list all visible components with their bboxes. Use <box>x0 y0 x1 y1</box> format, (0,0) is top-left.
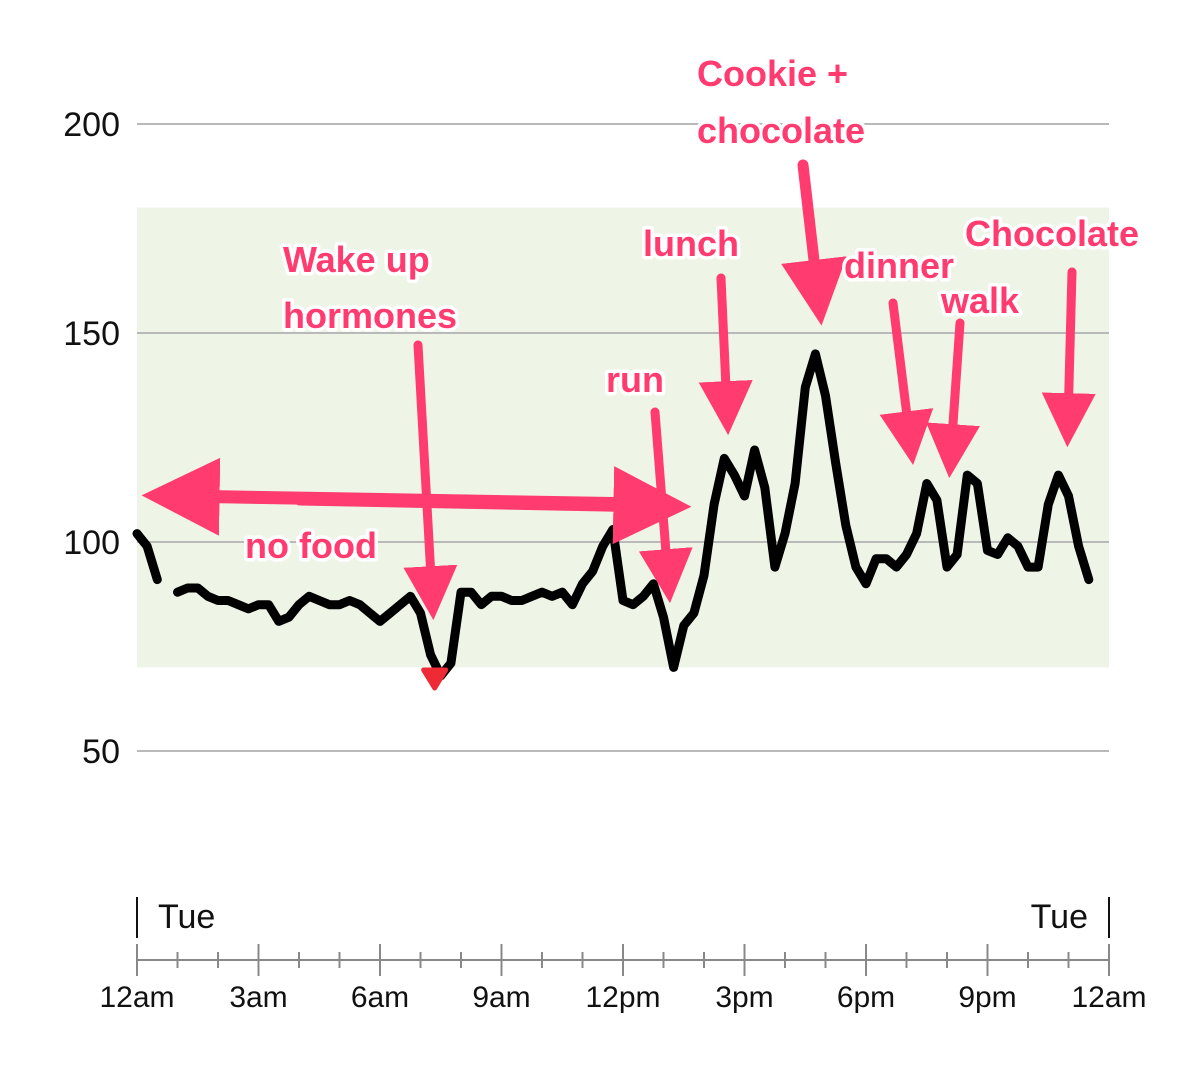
x-tick-label: 12am <box>1071 981 1146 1014</box>
y-axis: 50 100 150 200 <box>63 106 120 771</box>
annotation-arrows <box>141 159 1096 621</box>
y-tick-label: 150 <box>63 315 120 353</box>
chocolate-arrow <box>1041 267 1096 448</box>
chocolate-label: Chocolate <box>965 213 1139 254</box>
wake-label-line2: hormones <box>283 295 457 336</box>
low-points <box>421 667 449 691</box>
dinner-label: dinner <box>844 245 954 286</box>
no-food-label: no food <box>245 525 377 566</box>
lunch-label: lunch <box>643 223 739 264</box>
no-food-arrow-right <box>293 466 692 545</box>
day-label-start: Tue <box>158 898 215 936</box>
low-glucose-marker <box>421 667 449 691</box>
y-tick-label: 200 <box>63 106 120 144</box>
cookie-label-line2: chocolate <box>697 110 865 151</box>
cookie-label-line1: Cookie + <box>697 53 848 94</box>
y-tick-label: 50 <box>82 733 120 771</box>
wake-arrow <box>403 340 458 621</box>
glucose-series-line <box>132 349 1094 681</box>
x-tick-label: 12pm <box>585 981 660 1014</box>
cookie-arrow <box>781 159 847 326</box>
x-tick-label: 12am <box>99 981 174 1014</box>
dinner-arrow <box>879 298 934 466</box>
day-label-end: Tue <box>1031 898 1088 936</box>
run-arrow <box>638 407 693 604</box>
x-axis: 12am 3am 6am 9am 12pm 3pm 6pm 9pm 12am <box>99 944 1147 1014</box>
run-label: run <box>606 359 664 400</box>
walk-label: walk <box>940 280 1020 321</box>
lunch-arrow <box>698 273 753 436</box>
walk-arrow <box>926 318 980 479</box>
x-tick-label: 3am <box>229 981 287 1014</box>
y-tick-label: 100 <box>63 524 120 562</box>
x-tick-label: 9am <box>472 981 530 1014</box>
x-tick-label: 6pm <box>837 981 895 1014</box>
x-tick-label: 3pm <box>715 981 773 1014</box>
x-tick-label: 9pm <box>958 981 1016 1014</box>
x-tick-label: 6am <box>351 981 409 1014</box>
wake-label-line1: Wake up <box>283 239 430 280</box>
